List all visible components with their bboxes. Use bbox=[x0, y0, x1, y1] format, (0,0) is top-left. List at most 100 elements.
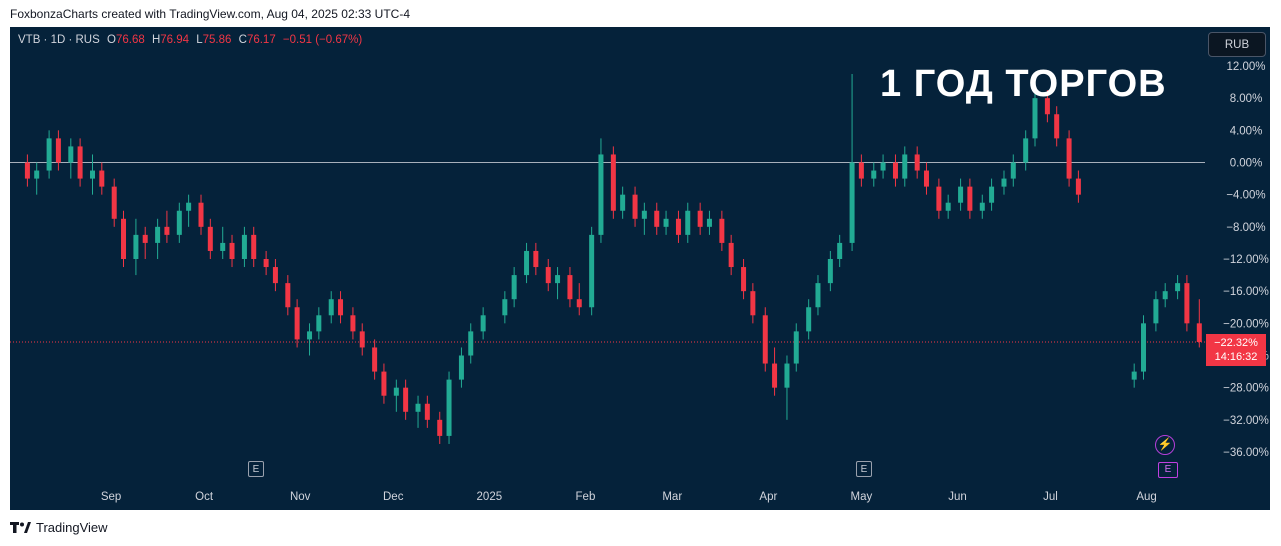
candle-body[interactable] bbox=[502, 299, 508, 316]
candle-body[interactable] bbox=[620, 194, 626, 211]
candle-body[interactable] bbox=[446, 379, 452, 436]
candle-body[interactable] bbox=[914, 154, 920, 171]
candle-body[interactable] bbox=[55, 138, 61, 163]
candle-body[interactable] bbox=[632, 194, 638, 219]
candle-body[interactable] bbox=[728, 242, 734, 268]
candle-body[interactable] bbox=[164, 226, 170, 235]
candle-body[interactable] bbox=[359, 331, 365, 348]
candle-body[interactable] bbox=[1010, 162, 1016, 179]
candle-body[interactable] bbox=[697, 210, 703, 227]
candle-body[interactable] bbox=[545, 267, 551, 284]
candle-body[interactable] bbox=[1131, 371, 1137, 380]
candle-body[interactable] bbox=[1162, 291, 1168, 300]
chart-frame[interactable]: 12.00% 8.00% 4.00% 0.00% −4.00% −8.00% −12.00%… bbox=[10, 27, 1270, 510]
candle-body[interactable] bbox=[923, 170, 929, 187]
candle-body[interactable] bbox=[880, 162, 886, 171]
candle-body[interactable] bbox=[772, 363, 778, 388]
candle-body[interactable] bbox=[1032, 98, 1038, 139]
currency-button[interactable]: RUB bbox=[1208, 32, 1266, 57]
candle-body[interactable] bbox=[1175, 283, 1181, 292]
candle-body[interactable] bbox=[945, 202, 951, 211]
candle-body[interactable] bbox=[403, 387, 409, 412]
candle-body[interactable] bbox=[176, 210, 182, 235]
candle-body[interactable] bbox=[1066, 138, 1072, 179]
candle-body[interactable] bbox=[142, 234, 148, 243]
candle-body[interactable] bbox=[393, 387, 399, 396]
candle-body[interactable] bbox=[793, 331, 799, 364]
candle-body[interactable] bbox=[350, 315, 356, 332]
candle-body[interactable] bbox=[1023, 138, 1029, 163]
candle-body[interactable] bbox=[468, 331, 474, 356]
candle-body[interactable] bbox=[958, 186, 964, 203]
candle-body[interactable] bbox=[1153, 299, 1159, 324]
candle-body[interactable] bbox=[285, 283, 291, 308]
candle-body[interactable] bbox=[989, 186, 995, 203]
candle-body[interactable] bbox=[936, 186, 942, 211]
candle-body[interactable] bbox=[1196, 323, 1202, 342]
candle-body[interactable] bbox=[1044, 98, 1050, 115]
candle-body[interactable] bbox=[1054, 114, 1060, 139]
candle-body[interactable] bbox=[1140, 323, 1146, 372]
candle-body[interactable] bbox=[263, 259, 269, 268]
candle-body[interactable] bbox=[77, 146, 83, 179]
candle-body[interactable] bbox=[892, 162, 898, 179]
candlestick-chart[interactable]: 12.00% 8.00% 4.00% 0.00% −4.00% −8.00% −12.00%… bbox=[10, 27, 1270, 510]
candle-body[interactable] bbox=[555, 275, 561, 284]
candle-body[interactable] bbox=[654, 210, 660, 227]
candle-body[interactable] bbox=[533, 250, 539, 268]
candle-body[interactable] bbox=[750, 291, 756, 316]
candle-body[interactable] bbox=[294, 307, 300, 340]
candle-body[interactable] bbox=[1075, 178, 1081, 195]
candle-body[interactable] bbox=[641, 210, 647, 219]
candle-body[interactable] bbox=[133, 234, 139, 259]
candle-body[interactable] bbox=[111, 186, 117, 219]
candle-body[interactable] bbox=[424, 403, 430, 420]
candle-body[interactable] bbox=[675, 218, 681, 235]
candle-body[interactable] bbox=[610, 154, 616, 211]
candle-body[interactable] bbox=[741, 267, 747, 292]
candle-body[interactable] bbox=[663, 218, 669, 227]
candle-body[interactable] bbox=[837, 242, 843, 259]
candle-body[interactable] bbox=[272, 267, 278, 284]
candle-body[interactable] bbox=[251, 234, 257, 259]
candle-body[interactable] bbox=[24, 162, 30, 179]
candle-body[interactable] bbox=[858, 162, 864, 179]
candle-body[interactable] bbox=[198, 202, 204, 227]
candle-body[interactable] bbox=[706, 218, 712, 227]
candle-body[interactable] bbox=[871, 170, 877, 179]
candle-body[interactable] bbox=[307, 331, 313, 340]
upcoming-earnings-icon[interactable]: E bbox=[1158, 462, 1178, 478]
candle-body[interactable] bbox=[1001, 178, 1007, 187]
candle-body[interactable] bbox=[415, 403, 421, 412]
candle-body[interactable] bbox=[372, 347, 378, 372]
candle-body[interactable] bbox=[576, 299, 582, 308]
candle-body[interactable] bbox=[437, 419, 443, 436]
candle-body[interactable] bbox=[827, 259, 833, 284]
candle-body[interactable] bbox=[589, 234, 595, 308]
candle-body[interactable] bbox=[815, 283, 821, 308]
candle-body[interactable] bbox=[328, 299, 334, 316]
candle-body[interactable] bbox=[99, 170, 105, 187]
candle-body[interactable] bbox=[849, 162, 855, 243]
candle-body[interactable] bbox=[90, 170, 96, 179]
candle-body[interactable] bbox=[762, 315, 768, 364]
candle-body[interactable] bbox=[241, 234, 247, 259]
candle-body[interactable] bbox=[567, 275, 573, 300]
candle-body[interactable] bbox=[220, 242, 226, 251]
candle-body[interactable] bbox=[186, 202, 192, 211]
earnings-marker[interactable]: E bbox=[248, 461, 264, 477]
candle-body[interactable] bbox=[207, 226, 213, 251]
candle-body[interactable] bbox=[458, 355, 464, 380]
candle-body[interactable] bbox=[34, 170, 40, 179]
lightning-icon[interactable]: ⚡ bbox=[1155, 435, 1175, 455]
candle-body[interactable] bbox=[121, 218, 127, 259]
candle-body[interactable] bbox=[598, 154, 604, 235]
candle-body[interactable] bbox=[381, 371, 387, 396]
candle-body[interactable] bbox=[979, 202, 985, 211]
candle-body[interactable] bbox=[316, 315, 322, 332]
candle-body[interactable] bbox=[511, 275, 517, 300]
candle-body[interactable] bbox=[967, 186, 973, 211]
earnings-marker[interactable]: E bbox=[856, 461, 872, 477]
candle-body[interactable] bbox=[524, 250, 530, 276]
candle-body[interactable] bbox=[68, 146, 74, 163]
